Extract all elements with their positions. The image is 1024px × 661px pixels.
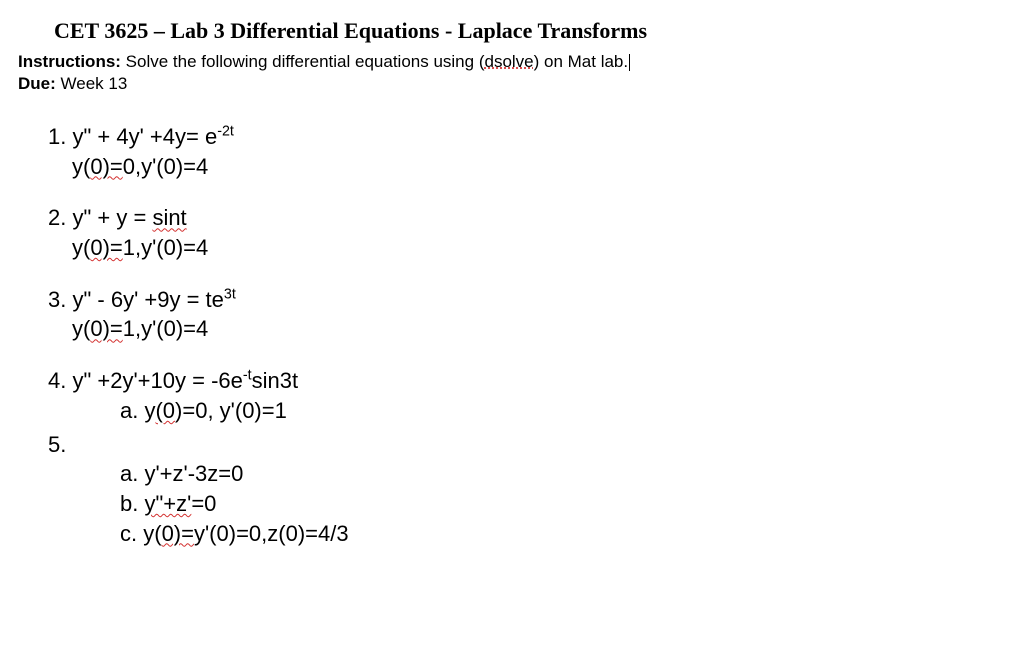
problem-3-ic-post: 1,y'(0)=4 xyxy=(123,316,209,341)
page-title: CET 3625 – Lab 3 Differential Equations … xyxy=(54,18,1006,44)
problem-1-ic: y(0)=0,y'(0)=4 xyxy=(48,152,1006,182)
problem-4-eq-sup: -t xyxy=(243,368,252,384)
problem-5-sublist: a. y'+z'-3z=0 b. y"+z'=0 c. y(0)=y'(0)=0… xyxy=(48,459,1006,548)
problem-list: 1. y" + 4y' +4y= e-2t y(0)=0,y'(0)=4 2. … xyxy=(48,122,1006,548)
problem-4a: a. y(0)=0, y'(0)=1 xyxy=(120,396,1006,426)
problem-5c-post: y'(0)=0,z(0)=4/3 xyxy=(194,521,349,546)
problem-5b-sq: y"+z' xyxy=(144,491,191,516)
document-page: CET 3625 – Lab 3 Differential Equations … xyxy=(0,0,1024,548)
problem-4a-post: )=0, y'(0)=1 xyxy=(175,398,287,423)
problem-5c-letter: c. xyxy=(120,521,143,546)
problem-5c-pre: y( xyxy=(143,521,161,546)
problem-3: 3. y" - 6y' +9y = te3t y(0)=1,y'(0)=4 xyxy=(48,285,1006,344)
problem-5b-letter: b. xyxy=(120,491,144,516)
problem-3-ic-sq: 0)= xyxy=(90,316,122,341)
problem-1-eq-pre: y" + 4y' +4y= e xyxy=(66,124,217,149)
problem-4-equation: 4. y" +2y'+10y = -6e-tsin3t xyxy=(48,366,1006,396)
problem-4-eq-post: sin3t xyxy=(252,368,298,393)
problem-3-ic-pre: y( xyxy=(72,316,90,341)
problem-2: 2. y" + y = sint y(0)=1,y'(0)=4 xyxy=(48,203,1006,262)
due-line: Due: Week 13 xyxy=(18,74,1006,94)
problem-5c: c. y(0)=y'(0)=0,z(0)=4/3 xyxy=(120,519,1006,549)
problem-3-equation: 3. y" - 6y' +9y = te3t xyxy=(48,285,1006,315)
problem-1-equation: 1. y" + 4y' +4y= e-2t xyxy=(48,122,1006,152)
problem-2-ic-sq: 0)= xyxy=(90,235,122,260)
problem-2-ic: y(0)=1,y'(0)=4 xyxy=(48,233,1006,263)
problem-4a-sq: (0 xyxy=(155,398,175,423)
problem-2-number: 2. xyxy=(48,203,66,233)
problem-5c-sq: 0)= xyxy=(162,521,194,546)
problem-4a-pre: y xyxy=(144,398,155,423)
dsolve-word: dsolve xyxy=(484,52,533,71)
instructions-label: Instructions: xyxy=(18,52,121,71)
problem-5a-letter: a. xyxy=(120,461,144,486)
problem-2-equation: 2. y" + y = sint xyxy=(48,203,1006,233)
instructions-post: ) on Mat lab. xyxy=(534,52,629,71)
problem-4: 4. y" +2y'+10y = -6e-tsin3t a. y(0)=0, y… xyxy=(48,366,1006,425)
problem-5-number: 5. xyxy=(48,430,66,460)
problem-5-number-line: 5. xyxy=(48,430,1006,460)
problem-3-eq-pre: y" - 6y' +9y = te xyxy=(66,287,224,312)
problem-4a-letter: a. xyxy=(120,398,144,423)
problem-2-eq-pre: y" + y = xyxy=(66,205,152,230)
problem-5b-post: =0 xyxy=(191,491,216,516)
problem-1: 1. y" + 4y' +4y= e-2t y(0)=0,y'(0)=4 xyxy=(48,122,1006,181)
problem-2-ic-post: 1,y'(0)=4 xyxy=(123,235,209,260)
problem-5b: b. y"+z'=0 xyxy=(120,489,1006,519)
instructions-pre: Solve the following differential equatio… xyxy=(121,52,485,71)
problem-1-eq-sup: -2t xyxy=(217,124,234,140)
problem-3-eq-sup: 3t xyxy=(224,286,236,302)
problem-4-sublist: a. y(0)=0, y'(0)=1 xyxy=(48,396,1006,426)
problem-3-ic: y(0)=1,y'(0)=4 xyxy=(48,314,1006,344)
problem-4-eq-pre: y" +2y'+10y = -6e xyxy=(66,368,243,393)
problem-1-ic-pre: y( xyxy=(72,154,90,179)
problem-1-ic-post: 0,y'(0)=4 xyxy=(123,154,209,179)
due-text: Week 13 xyxy=(56,74,128,93)
problem-2-ic-pre: y( xyxy=(72,235,90,260)
text-cursor-icon xyxy=(629,54,630,71)
problem-3-number: 3. xyxy=(48,285,66,315)
instructions-line: Instructions: Solve the following differ… xyxy=(18,52,1006,72)
problem-2-eq-sq: sint xyxy=(152,205,186,230)
problem-5a: a. y'+z'-3z=0 xyxy=(120,459,1006,489)
problem-4-number: 4. xyxy=(48,366,66,396)
problem-1-ic-sq: 0)= xyxy=(90,154,122,179)
problem-1-number: 1. xyxy=(48,122,66,152)
problem-5a-pre: y'+z'-3z=0 xyxy=(144,461,243,486)
due-label: Due: xyxy=(18,74,56,93)
problem-5: 5. a. y'+z'-3z=0 b. y"+z'=0 c. y(0)=y'(0… xyxy=(48,430,1006,549)
